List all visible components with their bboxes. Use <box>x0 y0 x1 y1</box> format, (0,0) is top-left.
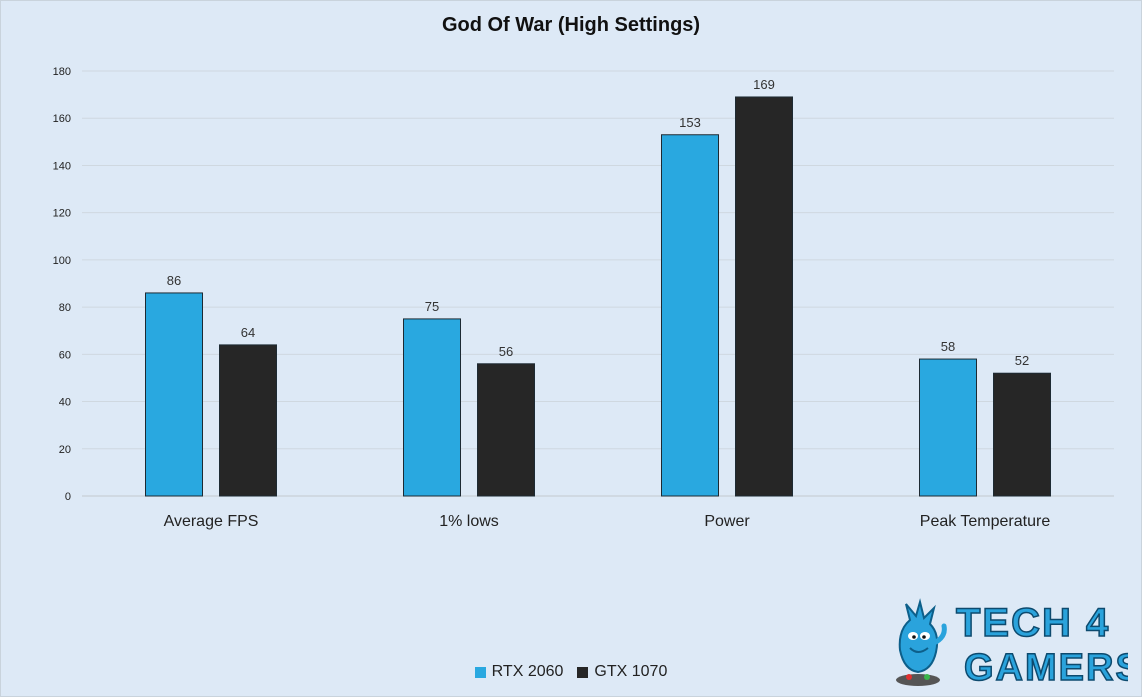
y-tick-label: 20 <box>59 444 71 456</box>
legend-swatch-rtx-2060 <box>474 666 486 678</box>
bar <box>919 358 977 497</box>
y-tick-label: 0 <box>65 491 71 503</box>
y-tick-label: 180 <box>53 66 71 78</box>
legend-label-gtx-1070: GTX 1070 <box>594 663 668 680</box>
tech4gamers-logo: TECH 4 GAMERS <box>896 598 1128 690</box>
data-label: 153 <box>679 115 701 130</box>
data-label: 86 <box>167 273 181 288</box>
data-label: 58 <box>941 339 955 354</box>
y-tick-label: 120 <box>53 208 71 220</box>
x-tick-label: Average FPS <box>164 513 259 530</box>
x-tick-label: Peak Temperature <box>920 513 1051 530</box>
data-label: 56 <box>499 344 513 359</box>
y-tick-label: 140 <box>53 160 71 172</box>
logo-text-line2: GAMERS <box>964 647 1128 689</box>
bar <box>477 363 535 497</box>
y-tick-label: 80 <box>59 302 71 314</box>
bar <box>735 96 793 497</box>
y-tick-label: 60 <box>59 349 71 361</box>
data-label: 52 <box>1015 353 1029 368</box>
legend-item-gtx-1070: GTX 1070 <box>577 663 667 681</box>
legend: RTX 2060 GTX 1070 <box>0 663 1142 681</box>
bar <box>145 292 203 497</box>
legend-swatch-gtx-1070 <box>577 666 589 678</box>
data-label: 169 <box>753 77 775 92</box>
bar <box>661 134 719 497</box>
bar <box>219 344 277 497</box>
bar <box>403 318 461 497</box>
legend-item-rtx-2060: RTX 2060 <box>474 663 564 681</box>
bar <box>993 372 1051 497</box>
y-tick-label: 160 <box>53 113 71 125</box>
y-tick-label: 40 <box>59 397 71 409</box>
chart-title: God Of War (High Settings) <box>441 14 701 36</box>
logo-text-line1: TECH 4 <box>956 601 1110 645</box>
x-tick-label: 1% lows <box>439 513 499 530</box>
y-tick-label: 100 <box>53 255 71 267</box>
x-tick-label: Power <box>704 513 750 530</box>
data-label: 75 <box>425 299 439 314</box>
legend-label-rtx-2060: RTX 2060 <box>491 663 564 680</box>
mascot-icon <box>896 598 947 686</box>
data-label: 64 <box>241 325 255 340</box>
